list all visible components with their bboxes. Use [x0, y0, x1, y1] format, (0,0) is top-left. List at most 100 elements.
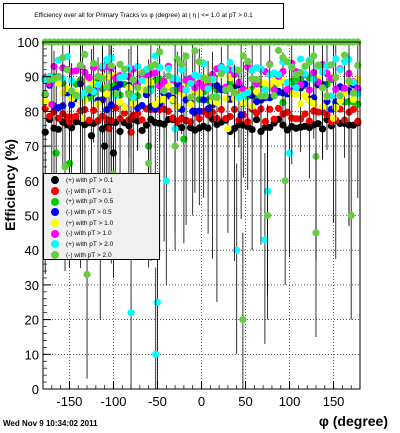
data-point	[186, 100, 195, 108]
data-point	[281, 177, 289, 185]
data-point	[186, 79, 195, 88]
data-point	[347, 211, 355, 220]
data-point	[164, 107, 173, 115]
data-point	[59, 54, 67, 62]
data-point	[94, 81, 102, 89]
y-tick-label: 80	[25, 104, 39, 119]
data-point	[120, 109, 129, 117]
data-point	[68, 87, 76, 95]
data-point	[204, 85, 212, 93]
data-point	[233, 246, 241, 254]
data-point	[336, 92, 344, 100]
legend-marker	[44, 229, 66, 238]
data-point	[90, 59, 98, 68]
data-point	[274, 70, 283, 79]
data-point	[283, 108, 291, 116]
data-point	[252, 75, 261, 83]
data-point	[239, 316, 247, 324]
data-point	[79, 114, 87, 122]
legend-label: (+) with pT > 1.0	[66, 219, 114, 227]
legend-label: (-) with pT > 0.5	[66, 208, 112, 216]
data-point	[261, 117, 269, 126]
legend-marker	[44, 240, 66, 249]
y-tick-label: 100	[17, 35, 39, 50]
data-point	[349, 89, 357, 97]
data-point	[237, 111, 245, 119]
data-point	[142, 121, 151, 129]
data-point	[274, 46, 283, 55]
data-point	[81, 50, 89, 59]
y-tick-label: 90	[25, 70, 39, 85]
x-axis-label: φ (degree)	[318, 413, 388, 429]
data-point	[134, 84, 142, 92]
data-point	[182, 52, 190, 60]
data-point	[329, 114, 338, 122]
data-point	[138, 126, 146, 135]
legend-item: (+) with pT > 0.1	[44, 175, 159, 186]
data-point	[107, 62, 115, 70]
legend-item: (-) with pT > 0.5	[44, 207, 159, 218]
data-point	[120, 72, 129, 80]
x-tick-label: 50	[238, 394, 252, 409]
data-point	[222, 95, 230, 103]
data-point	[204, 76, 212, 84]
data-point	[101, 142, 109, 150]
data-point	[169, 86, 177, 94]
data-point	[349, 95, 357, 103]
data-point	[105, 125, 113, 133]
data-point	[162, 177, 170, 185]
data-point	[138, 116, 146, 124]
y-tick-label: 40	[25, 243, 39, 258]
data-point	[226, 113, 234, 121]
data-point	[340, 51, 349, 59]
data-point	[274, 104, 283, 112]
data-point	[217, 70, 225, 78]
data-point	[189, 107, 197, 115]
data-point	[173, 75, 181, 83]
legend-item: (+) with pT > 1.0	[44, 218, 159, 229]
data-point	[283, 58, 291, 66]
data-point	[239, 52, 247, 60]
data-point	[178, 66, 186, 74]
x-tick-label: -100	[100, 394, 126, 409]
data-point	[332, 55, 340, 63]
legend-item: (+) with pT > 2.0	[44, 239, 159, 250]
data-point	[292, 83, 300, 92]
data-point	[314, 61, 322, 69]
data-point	[191, 47, 199, 55]
timestamp: Wed Nov 9 10:34:02 2011	[3, 419, 98, 428]
data-point	[178, 60, 186, 69]
data-point	[244, 88, 252, 97]
data-point	[323, 92, 331, 100]
data-point	[301, 92, 309, 100]
x-tick-label: 150	[323, 394, 345, 409]
legend-label: (-) with pT > 0.1	[66, 187, 112, 195]
data-point	[261, 92, 269, 100]
data-point	[83, 270, 91, 279]
y-tick-label: 60	[25, 174, 39, 189]
data-point	[160, 95, 168, 103]
data-point	[345, 77, 353, 85]
data-point	[301, 110, 309, 118]
data-point	[164, 72, 173, 80]
legend: (+) with pT > 0.1 (-) with pT > 0.1 (+) wi…	[43, 173, 160, 260]
data-point	[127, 309, 135, 317]
legend-item: (-) with pT > 0.1	[44, 186, 159, 197]
data-point	[76, 61, 85, 69]
legend-label: (+) with pT > 0.1	[66, 176, 114, 184]
data-point	[116, 60, 124, 68]
data-point	[266, 61, 274, 69]
data-point	[61, 163, 69, 171]
legend-marker	[44, 251, 66, 260]
x-tick-label: 100	[279, 394, 301, 409]
data-point	[46, 112, 54, 120]
legend-item: (-) with pT > 2.0	[44, 250, 159, 261]
data-point	[125, 91, 133, 99]
data-point	[142, 86, 151, 94]
data-point	[296, 55, 305, 63]
data-point	[349, 105, 357, 114]
data-point	[292, 90, 300, 99]
legend-marker	[44, 219, 66, 228]
data-point	[285, 149, 294, 157]
